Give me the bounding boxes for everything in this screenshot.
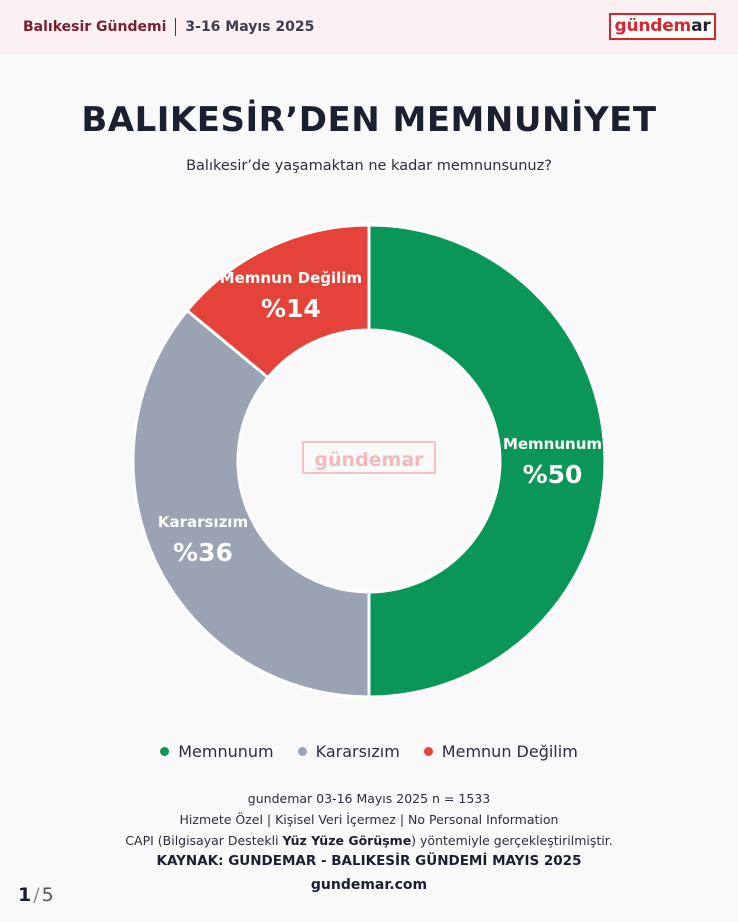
date-range: 3-16 Mayıs 2025 (185, 19, 315, 35)
legend-label: Memnun Değilim (441, 742, 578, 761)
footer-privacy-note: Hizmete Özel | Kişisel Veri İçermez | No… (179, 812, 559, 827)
legend-dot-icon (160, 747, 170, 756)
brand-logo-accent: ar (691, 16, 711, 36)
top-bar: Balıkesir Gündemi 3-16 Mayıs 2025 gündem… (0, 0, 738, 54)
footer-sample-info: gundemar 03-16 Mayıs 2025 n = 1533 (247, 791, 491, 806)
slice-kararsızım (131, 308, 371, 699)
legend-dot-icon (297, 747, 307, 756)
page-slash: / (33, 884, 40, 906)
brand-logo-main: gündem (614, 16, 692, 36)
slice-memnun-değilim (185, 223, 371, 380)
source-line: KAYNAK: GUNDEMAR - BALIKESİR GÜNDEMİ MAY… (156, 853, 582, 869)
header-divider (175, 18, 177, 36)
chart-legend: Memnunum Kararsızım Memnun Değilim (0, 742, 738, 761)
page-subtitle: Balıkesir’de yaşamaktan ne kadar memnuns… (186, 158, 552, 174)
method-text-pre: CAPI (Bilgisayar Destekli (125, 833, 283, 848)
site-link[interactable]: gundemar.com (310, 877, 428, 893)
watermark-frame (302, 441, 436, 474)
donut-chart: gündemar Memnunum %50 Kararsızım %36 Memnun … (131, 223, 607, 699)
brand-logo[interactable]: gündemar (609, 13, 716, 40)
legend-label: Memnunum (178, 742, 274, 761)
region-label: Balıkesir Gündemi (23, 19, 167, 35)
total-pages: 5 (41, 884, 54, 906)
legend-item: Memnunum (160, 742, 274, 761)
header-info: Balıkesir Gündemi 3-16 Mayıs 2025 (23, 18, 314, 36)
slice-value-label: %14 (261, 294, 321, 323)
method-text-bold: Yüz Yüze Görüşme (282, 833, 412, 848)
slice-value-label: %36 (173, 538, 233, 567)
method-text-post: ) yöntemiyle gerçekleştirilmiştir. (411, 833, 613, 848)
legend-dot-icon (423, 747, 433, 756)
legend-item: Memnun Değilim (423, 742, 578, 761)
slice-label: Kararsızım (158, 513, 248, 531)
slice-value-label: %50 (523, 460, 583, 489)
legend-label: Kararsızım (315, 742, 400, 761)
slice-label: Memnun Değilim (220, 269, 362, 287)
slice-memnunum (367, 223, 607, 699)
watermark-text: gündemar (314, 449, 424, 471)
slice-label: Memnunum (503, 435, 602, 453)
page-indicator: 1/5 (18, 884, 54, 906)
current-page: 1 (18, 884, 32, 906)
legend-item: Kararsızım (297, 742, 400, 761)
footer-method-note: CAPI (Bilgisayar Destekli Yüz Yüze Görüş… (0, 833, 738, 848)
page-title: BALIKESİR’DEN MEMNUNİYET (81, 100, 657, 140)
